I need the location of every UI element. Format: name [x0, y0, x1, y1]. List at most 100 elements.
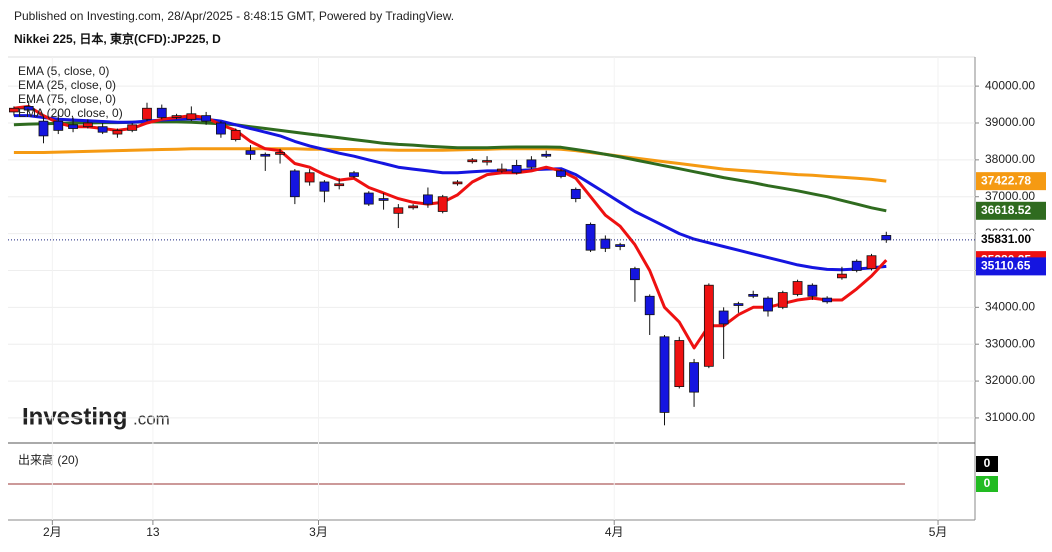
candle-body — [260, 153, 271, 157]
candle-body — [423, 194, 433, 205]
price-label: 35831.00 — [981, 232, 1031, 246]
candle-body — [408, 205, 419, 209]
candle-body — [82, 122, 93, 128]
candle-body — [393, 207, 404, 214]
price-label-box — [976, 201, 1046, 220]
price-label: 35110.65 — [981, 259, 1031, 273]
volume-label: 0 — [984, 456, 991, 470]
candle-body — [289, 170, 300, 198]
chart-title: Nikkei 225, 日本, 東京(CFD):JP225, D — [14, 31, 221, 46]
y-tick-label: 31000.00 — [985, 410, 1035, 424]
candle-body — [156, 107, 167, 118]
ema-line — [13, 104, 888, 350]
candle-body — [23, 106, 34, 111]
candle-body — [349, 172, 359, 177]
candle-body — [748, 294, 759, 297]
candle-body — [630, 268, 640, 281]
price-label-box — [976, 257, 1046, 276]
ema-line — [13, 120, 887, 213]
candle-body — [496, 168, 507, 172]
x-tick-label: 2月 — [43, 525, 62, 539]
y-tick-label: 32000.00 — [985, 373, 1035, 387]
legend-entry: EMA (5, close, 0) — [18, 64, 109, 78]
volume-label-box — [976, 456, 998, 472]
watermark: Investing — [22, 403, 127, 430]
y-tick-label: 37000.00 — [985, 189, 1035, 203]
candle-body — [482, 160, 492, 163]
candle-body — [777, 292, 788, 308]
y-tick-label: 33000.00 — [985, 336, 1035, 350]
candle-body — [822, 297, 833, 303]
candle-body — [866, 255, 877, 270]
subtitle: Published on Investing.com, 28/Apr/2025 … — [14, 9, 454, 23]
volume-label: 0 — [984, 476, 991, 490]
candle-body — [275, 152, 285, 155]
candle-body — [792, 281, 803, 295]
x-tick-label: 13 — [146, 525, 160, 539]
candle-body — [718, 310, 729, 325]
candle-body — [68, 124, 78, 129]
y-tick-label: 39000.00 — [985, 115, 1035, 129]
candle-body — [659, 336, 670, 413]
legend-entry: EMA (200, close, 0) — [18, 106, 123, 120]
y-tick-label: 34000.00 — [985, 300, 1035, 314]
candle-body — [452, 181, 463, 185]
candle-body — [881, 235, 892, 241]
x-tick-label: 3月 — [309, 525, 328, 539]
legend-entry: EMA (25, close, 0) — [18, 78, 116, 92]
candle-body — [38, 120, 49, 137]
candle-body — [733, 303, 744, 306]
candle-body — [541, 153, 552, 157]
candle-body — [437, 196, 448, 212]
candle-body — [230, 129, 241, 140]
candle-body — [216, 122, 226, 135]
candle-body — [97, 126, 108, 133]
ema-line — [13, 114, 887, 272]
volume-title: 出来高 (20) — [18, 452, 79, 467]
candle-body — [585, 223, 596, 251]
candle-body — [644, 295, 655, 316]
price-label-box — [976, 172, 1046, 191]
candle-body — [9, 107, 19, 113]
candle-body — [837, 273, 847, 279]
candle-body — [467, 159, 478, 163]
candle-body — [363, 192, 374, 205]
candle-body — [807, 284, 818, 297]
candle-body — [304, 172, 315, 183]
legend-entry: EMA (75, close, 0) — [18, 92, 116, 106]
ema-line — [13, 147, 887, 183]
candle-body — [142, 107, 152, 120]
candle-body — [689, 362, 699, 393]
candle-body — [245, 150, 256, 155]
x-tick-label: 5月 — [929, 525, 948, 539]
candle-body — [556, 170, 566, 177]
candle-body — [526, 159, 537, 168]
candle-body — [171, 115, 182, 118]
candle-body — [615, 244, 626, 247]
y-tick-label: 40000.00 — [985, 78, 1035, 92]
price-label: 36618.52 — [981, 203, 1031, 217]
price-label: 37422.78 — [981, 173, 1031, 187]
y-tick-label: 38000.00 — [985, 152, 1035, 166]
candle-body — [763, 297, 773, 312]
candle-body — [319, 181, 330, 192]
candle-body — [53, 120, 64, 131]
candle-body — [674, 340, 685, 387]
candle-body — [851, 260, 862, 271]
candle-body — [112, 129, 123, 135]
volume-label-box — [976, 476, 998, 492]
candle-body — [511, 164, 522, 174]
candle-body — [378, 198, 389, 201]
candle-body — [186, 113, 197, 120]
candle-body — [201, 115, 212, 122]
candle-body — [600, 238, 611, 249]
x-tick-label: 4月 — [605, 525, 624, 539]
candle-body — [127, 124, 138, 131]
candle-body — [334, 183, 345, 187]
candle-body — [570, 188, 581, 199]
candle-body — [703, 284, 714, 367]
price-label-box — [976, 230, 1046, 249]
watermark-suffix: .com — [133, 409, 170, 428]
